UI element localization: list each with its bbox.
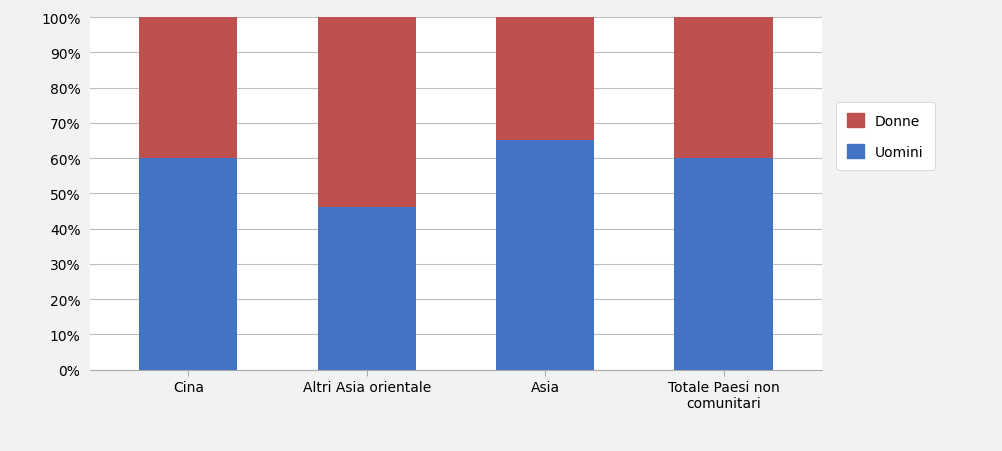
Bar bbox=[139, 18, 237, 159]
Bar bbox=[674, 159, 773, 370]
Bar bbox=[496, 18, 594, 141]
Bar bbox=[674, 18, 773, 159]
Legend: Donne, Uomini: Donne, Uomini bbox=[836, 102, 935, 171]
Bar bbox=[318, 208, 416, 370]
Bar bbox=[318, 18, 416, 208]
Bar bbox=[496, 141, 594, 370]
Bar bbox=[139, 159, 237, 370]
